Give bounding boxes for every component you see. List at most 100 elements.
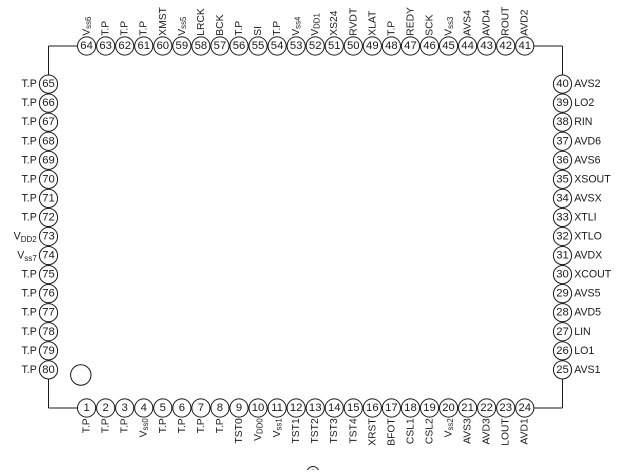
svg-text:T.P: T.P [21, 154, 36, 166]
svg-text:26: 26 [556, 345, 569, 357]
svg-text:70: 70 [42, 173, 55, 185]
svg-text:AVSX: AVSX [574, 192, 601, 204]
svg-text:57: 57 [214, 40, 227, 52]
svg-text:Vss4: Vss4 [291, 16, 303, 36]
svg-text:63: 63 [99, 40, 112, 52]
svg-text:7: 7 [198, 402, 204, 414]
svg-text:AVD4: AVD4 [481, 9, 492, 35]
svg-text:18: 18 [404, 402, 417, 414]
svg-text:65: 65 [42, 78, 55, 90]
svg-text:XTLI: XTLI [574, 211, 596, 223]
svg-text:ROUT: ROUT [500, 6, 511, 36]
svg-text:AVS2: AVS2 [574, 78, 600, 90]
svg-text:54: 54 [271, 40, 284, 52]
svg-text:2: 2 [103, 402, 109, 414]
svg-text:77: 77 [42, 307, 55, 319]
svg-text:T.P: T.P [21, 364, 36, 376]
svg-text:20: 20 [442, 402, 455, 414]
svg-text:T.P: T.P [196, 418, 207, 433]
svg-text:68: 68 [42, 135, 55, 147]
svg-text:36: 36 [556, 154, 569, 166]
svg-text:XSOUT: XSOUT [574, 173, 611, 185]
svg-text:79: 79 [42, 345, 55, 357]
svg-text:T.P: T.P [21, 135, 36, 147]
svg-text:40: 40 [556, 78, 569, 90]
svg-text:35: 35 [556, 173, 569, 185]
svg-text:T.P: T.P [119, 21, 130, 36]
svg-text:TST4: TST4 [348, 418, 359, 443]
svg-text:22: 22 [480, 402, 493, 414]
svg-text:24: 24 [518, 402, 531, 414]
svg-text:TST1: TST1 [291, 418, 302, 443]
svg-text:SCK: SCK [424, 14, 435, 35]
svg-text:6: 6 [179, 402, 185, 414]
svg-text:AVD6: AVD6 [574, 135, 601, 147]
svg-text:XS24: XS24 [329, 10, 340, 35]
svg-text:27: 27 [556, 326, 569, 338]
svg-text:AVD5: AVD5 [574, 307, 601, 319]
svg-text:AVS5: AVS5 [574, 288, 600, 300]
svg-text:LO1: LO1 [574, 345, 594, 357]
svg-text:28: 28 [556, 307, 569, 319]
svg-text:46: 46 [423, 40, 436, 52]
svg-text:30: 30 [556, 269, 569, 281]
svg-text:53: 53 [290, 40, 303, 52]
svg-text:39: 39 [556, 97, 569, 109]
svg-text:XLAT: XLAT [367, 10, 378, 36]
svg-text:41: 41 [518, 40, 531, 52]
svg-text:TST2: TST2 [310, 418, 321, 443]
svg-text:37: 37 [556, 135, 569, 147]
svg-text:34: 34 [556, 192, 569, 204]
svg-text:AVS6: AVS6 [574, 154, 600, 166]
svg-text:T.P: T.P [100, 418, 111, 433]
svg-text:T.P: T.P [272, 21, 283, 36]
svg-text:XRST: XRST [367, 418, 378, 446]
svg-text:XTLO: XTLO [574, 231, 602, 243]
svg-text:44: 44 [461, 40, 474, 52]
svg-text:T.P: T.P [81, 418, 92, 433]
svg-text:T.P: T.P [119, 418, 130, 433]
svg-text:Vss5: Vss5 [177, 16, 189, 36]
svg-text:16: 16 [366, 402, 379, 414]
svg-text:47: 47 [404, 40, 417, 52]
svg-text:15: 15 [347, 402, 360, 414]
svg-text:75: 75 [42, 269, 55, 281]
svg-text:69: 69 [42, 154, 55, 166]
svg-text:CSL2: CSL2 [424, 418, 435, 444]
svg-text:BFOT: BFOT [386, 418, 397, 446]
svg-text:42: 42 [499, 40, 512, 52]
svg-text:T.P: T.P [21, 326, 36, 338]
svg-text:T.P: T.P [386, 21, 397, 36]
svg-text:66: 66 [42, 97, 55, 109]
svg-text:59: 59 [176, 40, 189, 52]
svg-text:10: 10 [252, 402, 265, 414]
svg-text:71: 71 [42, 192, 55, 204]
svg-text:AVS1: AVS1 [574, 364, 600, 376]
svg-text:45: 45 [442, 40, 455, 52]
svg-text:58: 58 [195, 40, 208, 52]
svg-text:60: 60 [157, 40, 170, 52]
svg-text:T.P: T.P [21, 269, 36, 281]
svg-text:14: 14 [328, 402, 341, 414]
svg-text:RVDT: RVDT [348, 7, 359, 36]
svg-text:73: 73 [42, 231, 55, 243]
svg-text:33: 33 [556, 211, 569, 223]
svg-text:38: 38 [556, 116, 569, 128]
svg-text:5: 5 [160, 402, 166, 414]
svg-text:LO2: LO2 [574, 97, 594, 109]
svg-text:11: 11 [271, 402, 283, 414]
svg-text:LOUT: LOUT [500, 418, 511, 446]
svg-text:T.P: T.P [138, 21, 149, 36]
svg-text:19: 19 [423, 402, 436, 414]
svg-text:8: 8 [217, 402, 223, 414]
svg-text:BCK: BCK [215, 14, 226, 35]
svg-text:T.P: T.P [21, 97, 36, 109]
svg-text:12: 12 [290, 402, 303, 414]
svg-text:TST0: TST0 [234, 418, 245, 443]
svg-text:62: 62 [118, 40, 131, 52]
svg-text:T.P: T.P [158, 418, 169, 433]
svg-text:AVD1: AVD1 [519, 418, 530, 444]
svg-text:VDD0: VDD0 [253, 418, 265, 441]
svg-text:T.P: T.P [177, 418, 188, 433]
svg-text:4: 4 [141, 402, 147, 414]
